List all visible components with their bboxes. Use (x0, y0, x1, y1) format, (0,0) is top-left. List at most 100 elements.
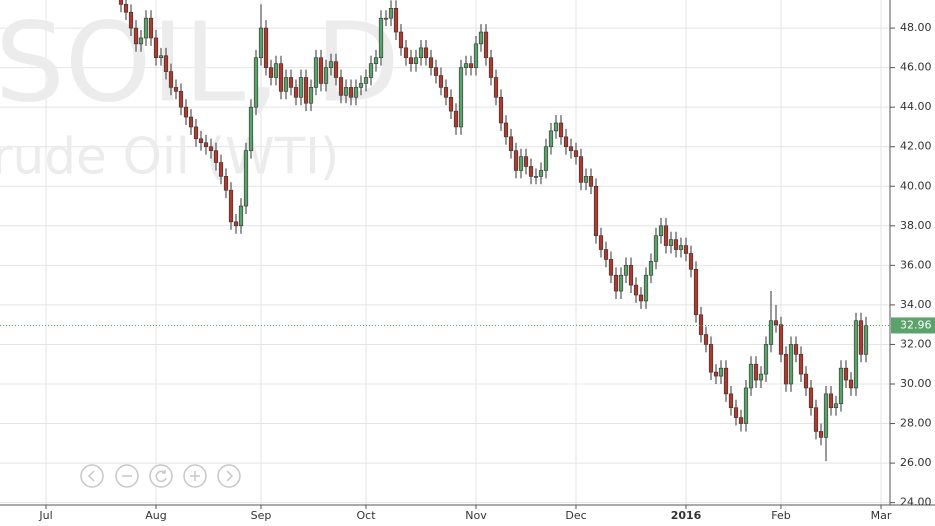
candle-body (153, 37, 159, 59)
candle-body (583, 176, 589, 183)
candle-body (188, 116, 194, 128)
scroll-right-button[interactable] (217, 464, 241, 488)
candle-body (588, 176, 594, 187)
candle-body (273, 63, 279, 78)
candle-body (753, 363, 759, 381)
candle-body (808, 387, 814, 409)
candle-body (443, 87, 449, 98)
candle-body (478, 31, 484, 45)
y-tick-label: 48.00 (900, 21, 932, 34)
candle-body (643, 274, 649, 302)
candle-body (678, 245, 684, 250)
candle-body (723, 367, 729, 395)
candle-body (803, 373, 809, 389)
x-tick-label: Dec (565, 509, 586, 522)
candle-body (268, 67, 274, 78)
candle-body (538, 170, 544, 177)
candle-body (298, 77, 304, 98)
candle-body (573, 150, 579, 157)
y-tick-label: 24.00 (900, 496, 932, 509)
candle-body (778, 324, 784, 355)
candle-body (838, 367, 844, 405)
candle-body (523, 156, 529, 167)
x-tick-label: Mar (871, 509, 892, 522)
candle-body (158, 55, 164, 59)
candle-body (393, 8, 399, 33)
icon (226, 470, 234, 482)
candle-body (328, 61, 334, 68)
y-tick-label: 30.00 (900, 377, 932, 390)
candle-body (533, 176, 539, 178)
candle-body (708, 344, 714, 373)
candle-body (508, 136, 514, 151)
candle-body (183, 106, 189, 118)
candle-body (618, 274, 624, 292)
candle-body (348, 87, 354, 98)
candle-body (733, 407, 739, 418)
candle-body (813, 407, 819, 432)
candle-body (633, 284, 639, 296)
zoom-controls (80, 464, 241, 488)
candle-body (193, 126, 199, 140)
candle-body (773, 320, 779, 325)
candle-body (543, 146, 549, 171)
x-tick-label: Feb (771, 509, 790, 522)
candle-body (173, 87, 179, 92)
candle-body (858, 320, 864, 355)
candle-body (673, 239, 679, 250)
candle-body (288, 77, 294, 88)
candle-body (243, 150, 249, 207)
candle-body (333, 61, 339, 78)
candle-body (198, 138, 204, 144)
y-tick-label: 44.00 (900, 100, 932, 113)
candle-body (233, 221, 239, 227)
candle-body (843, 367, 849, 381)
candle-body (138, 37, 144, 45)
candle-body (613, 274, 619, 292)
candle-body (493, 77, 499, 98)
candle-body (853, 320, 859, 389)
candle-body (213, 150, 219, 163)
candle-body (488, 57, 494, 78)
candle-body (513, 150, 519, 171)
y-tick-label: 46.00 (900, 61, 932, 74)
candle-body (278, 63, 284, 92)
watermark-symbol: SOIL, D (0, 0, 400, 126)
candle-body (648, 261, 654, 276)
candle-body (743, 387, 749, 424)
candle-body (223, 176, 229, 191)
candle-body (168, 71, 174, 88)
y-tick-label: 40.00 (900, 179, 932, 192)
candle-body (823, 393, 829, 438)
scroll-left-button[interactable] (80, 464, 104, 488)
x-tick-label: Oct (356, 509, 376, 522)
candle-body (178, 91, 184, 108)
candle-body (833, 403, 839, 409)
candle-body (738, 417, 744, 424)
candle-body (788, 344, 794, 385)
candle-body (713, 371, 719, 377)
candle-body (378, 17, 384, 59)
candles (0, 0, 890, 462)
icon (87, 470, 95, 482)
candle-body (448, 96, 454, 112)
candle-body (718, 367, 724, 377)
candle-body (343, 87, 349, 96)
candle-body (578, 156, 584, 183)
candle-body (798, 354, 804, 375)
grid (0, 0, 890, 505)
candle-body (598, 235, 604, 250)
candle-body (688, 253, 694, 270)
candle-body (748, 363, 754, 389)
candle-body (358, 83, 364, 88)
reset-button[interactable] (149, 464, 173, 488)
candle-body (553, 122, 559, 132)
candle-body (653, 235, 659, 262)
candle-body (363, 77, 369, 84)
candle-body (238, 205, 244, 227)
candle-body (768, 320, 774, 345)
candle-body (828, 393, 834, 409)
y-tick-label: 32.00 (900, 337, 932, 350)
candle-body (163, 55, 169, 72)
